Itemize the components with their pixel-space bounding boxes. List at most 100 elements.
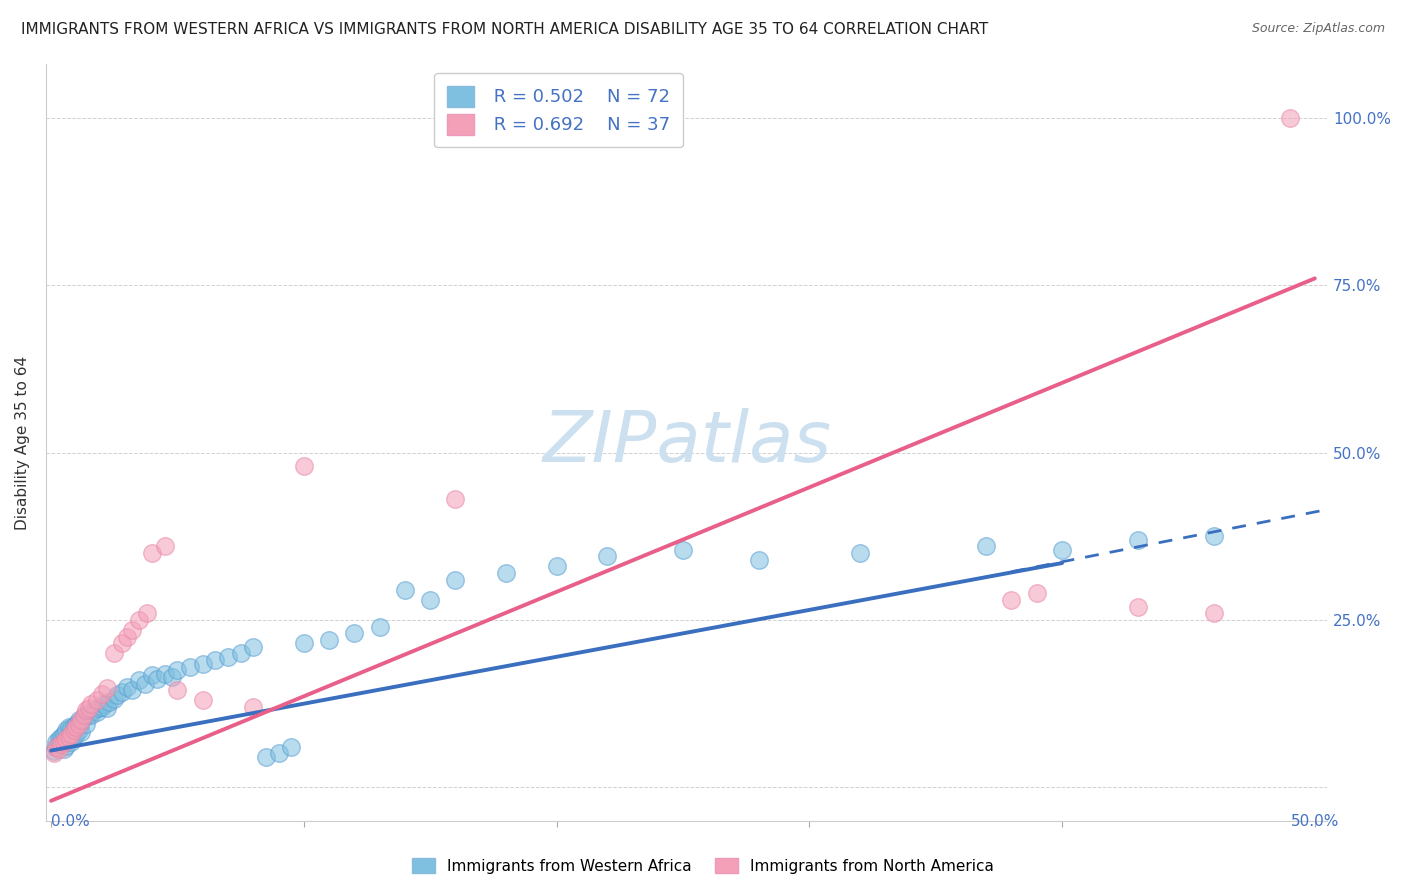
Text: ZIPatlas: ZIPatlas	[543, 408, 831, 477]
Point	[546, 559, 568, 574]
Point	[65, 720, 87, 734]
Point	[267, 746, 290, 760]
Point	[49, 737, 72, 751]
Point	[191, 693, 214, 707]
Point	[58, 732, 80, 747]
Point	[86, 706, 108, 720]
Point	[86, 693, 108, 707]
Point	[115, 680, 138, 694]
Point	[748, 552, 770, 566]
Point	[1050, 542, 1073, 557]
Legend: Immigrants from Western Africa, Immigrants from North America: Immigrants from Western Africa, Immigran…	[406, 852, 1000, 880]
Point	[52, 741, 75, 756]
Point	[45, 735, 67, 749]
Point	[48, 737, 70, 751]
Point	[596, 549, 619, 564]
Point	[62, 730, 84, 744]
Point	[80, 708, 103, 723]
Point	[242, 700, 264, 714]
Point	[55, 732, 77, 747]
Text: 50.0%: 50.0%	[1291, 814, 1339, 830]
Point	[67, 723, 90, 738]
Point	[93, 697, 115, 711]
Point	[98, 695, 121, 709]
Point	[58, 720, 80, 734]
Point	[394, 582, 416, 597]
Point	[134, 676, 156, 690]
Point	[75, 703, 97, 717]
Point	[49, 730, 72, 744]
Point	[65, 716, 87, 731]
Point	[343, 626, 366, 640]
Point	[280, 740, 302, 755]
Text: Source: ZipAtlas.com: Source: ZipAtlas.com	[1251, 22, 1385, 36]
Point	[70, 714, 93, 728]
Point	[103, 647, 125, 661]
Point	[495, 566, 517, 580]
Point	[90, 687, 112, 701]
Point	[111, 636, 134, 650]
Point	[162, 670, 184, 684]
Point	[153, 666, 176, 681]
Point	[48, 732, 70, 747]
Point	[45, 740, 67, 755]
Point	[419, 593, 441, 607]
Point	[55, 723, 77, 738]
Point	[121, 623, 143, 637]
Point	[292, 636, 315, 650]
Point	[128, 673, 150, 688]
Text: 0.0%: 0.0%	[51, 814, 90, 830]
Point	[45, 740, 67, 755]
Point	[49, 733, 72, 747]
Point	[80, 697, 103, 711]
Point	[121, 683, 143, 698]
Point	[128, 613, 150, 627]
Point	[62, 719, 84, 733]
Point	[70, 725, 93, 739]
Point	[849, 546, 872, 560]
Point	[90, 700, 112, 714]
Point	[77, 706, 100, 721]
Point	[153, 539, 176, 553]
Point	[368, 620, 391, 634]
Point	[1126, 599, 1149, 614]
Point	[1126, 533, 1149, 547]
Point	[318, 633, 340, 648]
Point	[1202, 607, 1225, 621]
Point	[141, 668, 163, 682]
Point	[974, 539, 997, 553]
Point	[96, 701, 118, 715]
Point	[103, 692, 125, 706]
Point	[83, 703, 105, 717]
Text: IMMIGRANTS FROM WESTERN AFRICA VS IMMIGRANTS FROM NORTH AMERICA DISABILITY AGE 3: IMMIGRANTS FROM WESTERN AFRICA VS IMMIGR…	[21, 22, 988, 37]
Point	[229, 647, 252, 661]
Point	[75, 716, 97, 731]
Point	[73, 710, 96, 724]
Point	[87, 701, 110, 715]
Point	[166, 663, 188, 677]
Point	[444, 492, 467, 507]
Point	[42, 746, 65, 760]
Point	[444, 573, 467, 587]
Point	[96, 681, 118, 696]
Point	[42, 743, 65, 757]
Y-axis label: Disability Age 35 to 64: Disability Age 35 to 64	[15, 355, 30, 530]
Point	[60, 722, 83, 736]
Point	[73, 708, 96, 723]
Point	[115, 630, 138, 644]
Point	[60, 735, 83, 749]
Legend:  R = 0.502    N = 72,  R = 0.692    N = 37: R = 0.502 N = 72, R = 0.692 N = 37	[434, 73, 683, 147]
Point	[52, 727, 75, 741]
Point	[67, 716, 90, 731]
Point	[52, 735, 75, 749]
Point	[254, 750, 277, 764]
Point	[111, 685, 134, 699]
Point	[48, 741, 70, 756]
Point	[1202, 529, 1225, 543]
Point	[105, 688, 128, 702]
Point	[166, 683, 188, 698]
Point	[1025, 586, 1047, 600]
Point	[217, 649, 239, 664]
Point	[672, 542, 695, 557]
Point	[179, 660, 201, 674]
